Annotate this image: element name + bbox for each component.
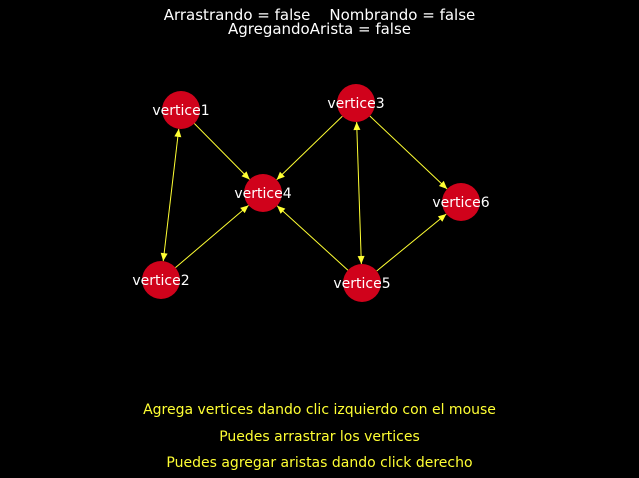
edge-arrowhead — [241, 171, 250, 180]
vertex-node[interactable] — [343, 264, 381, 302]
vertices-layer: vertice1 vertice2 vertice3 vertice4 vertice5… — [132, 84, 490, 302]
vertex-v5[interactable]: vertice5 — [333, 264, 391, 302]
vertex-label: vertice6 — [432, 195, 489, 211]
edge-v5-v6 — [376, 213, 447, 272]
edge-line — [193, 123, 251, 180]
adding-edge-status: AgregandoArista = false — [227, 20, 412, 38]
edge-arrowhead — [437, 214, 447, 222]
vertex-node[interactable] — [162, 91, 200, 129]
edge-arrowhead — [357, 255, 365, 265]
edge-line — [356, 121, 362, 265]
edge-line — [162, 128, 180, 262]
vertex-v1[interactable]: vertice1 — [152, 91, 210, 129]
edge-arrowhead — [240, 205, 249, 214]
edge-v1-v4 — [193, 123, 251, 180]
edge-arrowhead — [174, 128, 182, 138]
edge-line — [175, 204, 249, 269]
edge-line — [369, 115, 448, 190]
vertex-v2[interactable]: vertice2 — [132, 261, 190, 299]
vertex-node[interactable] — [442, 183, 480, 221]
vertex-label: vertice3 — [327, 96, 384, 112]
vertex-v6[interactable]: vertice6 — [432, 183, 490, 221]
edge-v3-v4 — [276, 115, 343, 181]
edge-line — [276, 115, 343, 181]
vertex-v3[interactable]: vertice3 — [327, 84, 385, 122]
vertex-label: vertice2 — [132, 273, 189, 289]
edges-layer — [160, 115, 448, 272]
vertex-v4[interactable]: vertice4 — [234, 174, 292, 212]
edge-v2-v4 — [175, 204, 249, 269]
vertex-label: vertice4 — [234, 186, 291, 202]
edge-arrowhead — [438, 180, 448, 189]
help-add-edges: Puedes agregar aristas dando click derec… — [166, 455, 473, 471]
edge-arrowhead — [277, 205, 286, 214]
dragging-status: Arrastrando = false — [163, 6, 311, 24]
edge-v5-v4 — [276, 205, 349, 271]
edge-arrowhead — [276, 171, 285, 180]
edge-line — [376, 213, 447, 272]
vertex-node[interactable] — [142, 261, 180, 299]
edge-arrowhead — [353, 121, 361, 131]
edge-v3-v5 — [353, 121, 365, 265]
status-line-modes: Arrastrando = false Nombrando = false — [0, 7, 639, 24]
vertex-label: vertice1 — [152, 103, 209, 119]
edge-arrowhead — [160, 252, 168, 262]
help-add-vertices: Agrega vertices dando clic izquierdo con… — [143, 402, 496, 418]
help-drag-vertices: Puedes arrastrar los vertices — [219, 429, 420, 445]
vertex-node[interactable] — [337, 84, 375, 122]
edge-v1-v2 — [160, 128, 182, 262]
naming-status: Nombrando = false — [329, 6, 476, 24]
edge-line — [276, 205, 349, 271]
vertex-label: vertice5 — [333, 276, 390, 292]
edge-v3-v6 — [369, 115, 448, 190]
vertex-node[interactable] — [244, 174, 282, 212]
